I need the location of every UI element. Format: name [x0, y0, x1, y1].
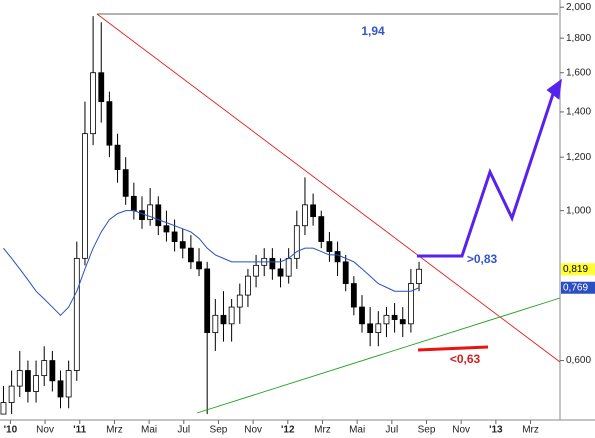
candle-body — [16, 370, 23, 387]
arrow-head — [546, 78, 562, 100]
price-label: 0,819 — [563, 264, 588, 275]
y-tick-label: 1,000 — [566, 205, 591, 216]
candle-body — [399, 319, 406, 325]
y-tick-label: 1,600 — [566, 67, 591, 78]
y-tick-label: 0,600 — [566, 355, 591, 366]
x-tick-label: Jul — [385, 425, 398, 436]
candle-body — [8, 385, 15, 403]
candle-body — [350, 283, 357, 308]
candle-body — [122, 169, 129, 197]
candle-body — [106, 101, 113, 146]
x-tick-label: Mrz — [522, 425, 539, 436]
candle-body — [359, 306, 365, 325]
candle-body — [73, 257, 80, 371]
candle-body — [33, 375, 39, 392]
candle-body — [0, 402, 7, 415]
x-tick-label: Mrz — [106, 425, 123, 436]
x-tick-label: Nov — [36, 425, 54, 436]
price-box — [561, 281, 595, 294]
candle-body — [155, 204, 162, 227]
candle-body — [114, 144, 121, 171]
candle-body — [245, 275, 251, 296]
candle-body — [147, 204, 154, 220]
x-tick-label: Nov — [244, 425, 262, 436]
price-box — [561, 263, 595, 276]
candle-body — [277, 268, 284, 277]
candle-body — [407, 283, 414, 325]
candle-body — [228, 306, 235, 325]
candle-body — [391, 314, 398, 320]
x-tick-label: Mrz — [314, 425, 331, 436]
y-tick-label: 1,400 — [566, 107, 591, 118]
candle-body — [375, 323, 382, 333]
x-tick-label: '13 — [489, 425, 503, 436]
candle-body — [302, 204, 308, 227]
plot-area — [0, 16, 422, 415]
support-line — [196, 297, 561, 414]
candle-body — [139, 210, 145, 220]
candle-body — [57, 380, 64, 398]
candle-body — [65, 370, 72, 398]
candle-body — [342, 261, 349, 284]
x-tick-label: Sep — [418, 425, 436, 436]
candle-body — [212, 314, 219, 333]
candle-body — [163, 225, 170, 233]
candle-body — [49, 360, 56, 382]
candle-body — [293, 225, 300, 259]
candle-body — [179, 241, 186, 249]
candle-body — [367, 323, 374, 333]
candle-body — [285, 257, 292, 277]
y-tick-label: 2,000 — [566, 2, 591, 13]
candle-body — [82, 133, 88, 259]
annotation: >0,83 — [467, 252, 498, 266]
annotation: 1,94 — [361, 24, 385, 38]
candle-body — [383, 314, 390, 325]
candle-body — [318, 216, 325, 242]
x-tick-label: Nov — [452, 425, 470, 436]
candle-body — [236, 294, 243, 308]
candle-body — [187, 247, 194, 263]
candle-body — [196, 261, 202, 270]
candle-body — [416, 268, 422, 284]
candle-body — [130, 195, 137, 212]
candle-body — [171, 231, 178, 242]
candle-body — [310, 204, 317, 217]
x-tick-label: Mai — [141, 425, 157, 436]
candle-body — [326, 241, 333, 252]
x-tick-label: '11 — [73, 425, 86, 436]
x-tick-label: Jul — [177, 425, 190, 436]
x-tick-label: Sep — [210, 425, 228, 436]
y-tick-label: 1,200 — [566, 152, 591, 163]
candle-body — [41, 360, 48, 377]
candle-body — [204, 268, 211, 333]
x-tick-label: '10 — [4, 425, 18, 436]
resistance-line — [96, 13, 561, 363]
forecast-arrow — [417, 87, 557, 258]
candle-body — [90, 72, 97, 135]
moving-average — [3, 210, 420, 317]
x-tick-label: Mai — [349, 425, 365, 436]
candle-body — [269, 257, 276, 270]
candle-body — [253, 264, 259, 277]
candle-body — [334, 251, 341, 263]
x-tick-label: '12 — [281, 425, 295, 436]
target-line — [417, 345, 489, 352]
price-label: 0,769 — [563, 282, 588, 293]
candle-body — [25, 370, 31, 392]
candle-body — [220, 314, 227, 325]
annotation: <0,63 — [450, 352, 481, 366]
y-tick-label: 1,800 — [566, 33, 591, 44]
candle-body — [98, 72, 105, 103]
